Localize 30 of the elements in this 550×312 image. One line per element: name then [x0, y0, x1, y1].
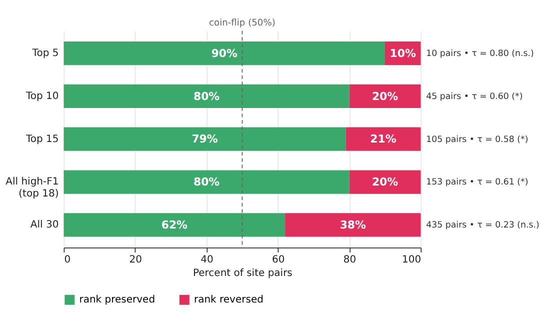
- data-label: 79%: [192, 132, 218, 146]
- x-tick-label: 20: [129, 254, 142, 266]
- x-axis-title: Percent of site pairs: [192, 268, 292, 280]
- x-tick-label: 100: [402, 254, 422, 266]
- text: 10 pairs • τ = 0.80 (n.s.): [426, 49, 534, 59]
- text: 45 pairs • τ = 0.60 (*): [426, 92, 523, 102]
- text: 105 pairs • τ = 0.58 (*): [426, 134, 528, 145]
- x-tick-label: 0: [64, 254, 71, 266]
- ref-line-label: coin-flip (50%): [209, 18, 276, 28]
- y-tick-label: Top 15: [24, 134, 59, 145]
- data-label: 20%: [372, 90, 398, 103]
- y-tick-label: Top 5: [31, 48, 59, 59]
- text: 153 pairs • τ = 0.61 (*): [426, 178, 528, 188]
- data-label: 62%: [161, 218, 188, 232]
- data-label: 80%: [193, 90, 220, 103]
- text: 435 pairs • τ = 0.23 (n.s.): [426, 220, 540, 231]
- legend-label: rank preserved: [79, 294, 156, 306]
- data-label: 38%: [340, 218, 366, 232]
- data-label: 80%: [193, 176, 220, 189]
- y-tick-label: All 30: [30, 220, 59, 231]
- legend-label: rank reversed: [194, 294, 264, 306]
- y-tick-label: Top 10: [24, 90, 59, 102]
- y-tick-label: All high-F1 (top 18): [6, 176, 59, 200]
- x-tick-label: 80: [343, 254, 356, 266]
- data-label: 10%: [390, 46, 416, 60]
- data-label: 90%: [211, 46, 238, 60]
- data-label: 20%: [372, 176, 398, 189]
- data-label: 21%: [370, 132, 396, 146]
- x-tick-label: 60: [272, 254, 285, 266]
- x-tick-label: 40: [200, 254, 214, 266]
